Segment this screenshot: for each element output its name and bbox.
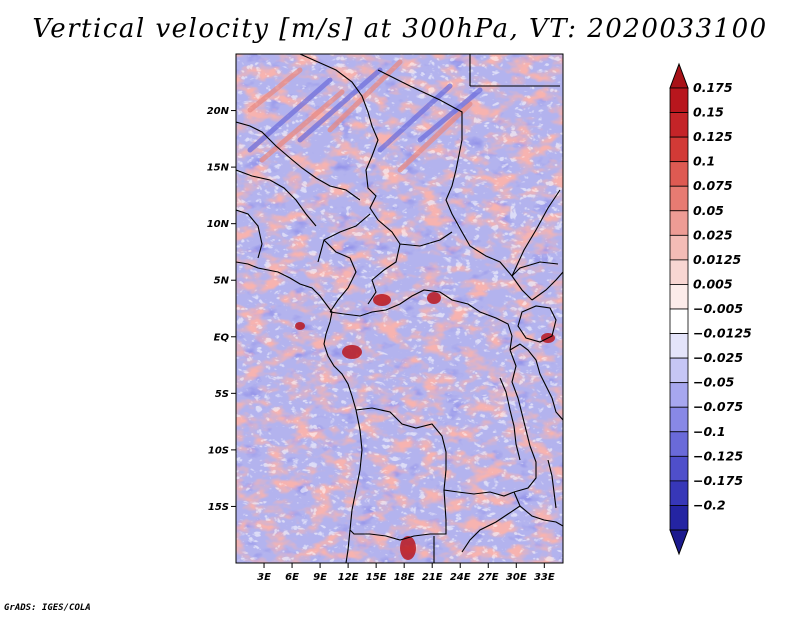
colorbar-label: 0.125: [693, 129, 733, 144]
colorbar-swatch: [669, 382, 689, 408]
x-tick-label: 9E: [313, 572, 327, 583]
field-hotspot: [342, 345, 362, 359]
y-tick-label: 5N: [214, 276, 230, 287]
colorbar-swatch: [669, 308, 689, 334]
colorbar-swatch: [669, 185, 689, 212]
border-drc-south: [355, 407, 515, 497]
field-streak: [377, 83, 453, 153]
colorbar-swatch: [669, 136, 689, 163]
colorbar-swatch: [669, 431, 689, 457]
x-tick-label: 12E: [338, 572, 359, 583]
y-tick-label: 15N: [207, 163, 230, 174]
colorbar-label: −0.025: [693, 350, 743, 365]
colorbar-label: −0.1: [693, 424, 726, 439]
field-streak: [259, 89, 345, 163]
colorbar-top-extend: [669, 62, 689, 89]
field-hotspot: [373, 294, 391, 306]
field-streak: [297, 67, 383, 143]
colorbar-label: −0.125: [693, 448, 743, 463]
field-streak: [327, 59, 403, 133]
colorbar-swatch: [669, 234, 689, 261]
colorbar-label: 0.005: [693, 276, 733, 291]
colorbar-swatch: [669, 87, 689, 113]
colorbar-label: 0.1: [693, 154, 715, 169]
y-tick-label: EQ: [214, 332, 230, 343]
colorbar-label: −0.175: [693, 473, 743, 488]
border-great-lakes: [509, 343, 563, 421]
field-hotspot: [295, 322, 305, 330]
y-tick-label: 10S: [208, 445, 229, 456]
border-nigeria-cameroon: [317, 213, 371, 313]
colorbar-label: −0.2: [693, 497, 726, 512]
y-tick-label: 20N: [207, 106, 230, 117]
map-frame: [235, 53, 564, 564]
colorbar-label: −0.075: [693, 399, 743, 414]
field-streak: [247, 77, 333, 153]
colorbar-label: −0.05: [693, 375, 735, 390]
colorbar-label: −0.0125: [693, 326, 752, 341]
y-tick-label: 10N: [207, 219, 230, 230]
y-tick-label: 5S: [215, 389, 229, 400]
field-streak: [247, 67, 303, 113]
country-borders: [236, 54, 563, 563]
colorbar-swatch: [669, 455, 689, 482]
x-tick-label: 27E: [478, 572, 499, 583]
lake-tanganyika: [499, 377, 521, 461]
colorbar-swatch: [669, 161, 689, 187]
colorbar-label: 0.15: [693, 105, 724, 120]
colorbar-swatch: [669, 357, 689, 384]
field-hotspot: [400, 536, 416, 560]
border-sudan-east: [469, 54, 560, 277]
field-hotspot: [427, 292, 441, 304]
colorbar-label: 0.0125: [693, 252, 742, 267]
colorbar: 0.175 0.15 0.125 0.1 0.075 0.05 0.025 0.0125 0.0…: [669, 62, 752, 556]
border-angola-zambia: [349, 489, 447, 563]
x-axis: 3E 6E 9E 12E 15E 18E 21E 24E 27E 30E 33E: [257, 563, 555, 583]
colorbar-label: 0.025: [693, 227, 733, 242]
border-north: [299, 54, 379, 221]
colorbar-bottom-extend: [669, 529, 689, 556]
lake-malawi: [547, 459, 557, 509]
y-axis: 20N 15N 10N 5N EQ 5S 10S 15S: [207, 106, 236, 513]
border-drc-east: [509, 349, 537, 493]
chart-title: Vertical velocity [m/s] at 300hPa, VT: 2…: [32, 14, 768, 44]
colorbar-swatch: [669, 259, 689, 285]
colorbar-swatch: [669, 284, 689, 310]
x-tick-label: 30E: [506, 572, 527, 583]
border-zambia-east: [461, 491, 563, 553]
border-ethiopia: [511, 189, 563, 301]
x-tick-label: 3E: [257, 572, 271, 583]
x-tick-label: 6E: [285, 572, 299, 583]
field-streaks: [247, 59, 483, 173]
colorbar-swatch: [669, 406, 689, 433]
x-tick-label: 18E: [394, 572, 415, 583]
border-congo: [329, 289, 513, 351]
colorbar-label: −0.005: [693, 301, 743, 316]
colorbar-swatch: [669, 210, 689, 236]
lake-victoria: [517, 305, 557, 343]
border-chad-car: [367, 219, 453, 305]
x-tick-label: 15E: [366, 572, 387, 583]
colorbar-label: 0.175: [693, 80, 733, 95]
field-streak: [417, 87, 483, 143]
colorbar-swatch: [669, 112, 689, 138]
field-streak: [397, 101, 473, 173]
colorbar-swatch: [669, 505, 689, 531]
colorbar-label: 0.075: [693, 178, 733, 193]
x-tick-label: 21E: [422, 572, 443, 583]
field-hotspots: [295, 292, 555, 560]
border-libya-chad: [377, 69, 533, 301]
border-west-states: [236, 121, 361, 259]
colorbar-swatch: [669, 480, 689, 506]
y-tick-label: 15S: [208, 502, 229, 513]
x-tick-label: 24E: [450, 572, 471, 583]
coastline-angola: [345, 409, 363, 563]
x-tick-label: 33E: [534, 572, 555, 583]
colorbar-swatch: [669, 333, 689, 359]
velocity-field: [236, 54, 563, 563]
colorbar-label: 0.05: [693, 203, 724, 218]
coastline-west-africa: [236, 261, 357, 411]
grads-credit: GrADS: IGES/COLA: [4, 603, 91, 613]
